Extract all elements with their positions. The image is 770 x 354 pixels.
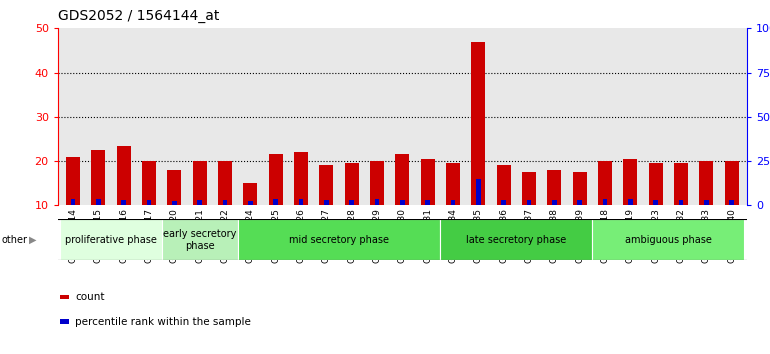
Text: percentile rank within the sample: percentile rank within the sample [75, 317, 251, 327]
Bar [60, 219, 162, 260]
Bar [450, 200, 455, 205]
Bar [573, 172, 587, 205]
Bar [729, 200, 734, 205]
Bar [471, 42, 485, 205]
Bar [374, 199, 380, 205]
Bar [172, 201, 177, 205]
Bar [60, 295, 69, 299]
Bar [704, 200, 709, 205]
Bar [121, 200, 126, 205]
Bar [648, 163, 663, 205]
Bar [370, 161, 384, 205]
Bar [60, 319, 69, 324]
Text: late secretory phase: late secretory phase [466, 235, 567, 245]
Bar [527, 200, 531, 205]
Bar [117, 145, 131, 205]
Bar [592, 219, 745, 260]
Bar [440, 219, 592, 260]
Text: mid secretory phase: mid secretory phase [289, 235, 389, 245]
Bar [269, 154, 283, 205]
Bar [420, 159, 434, 205]
Bar [223, 200, 227, 205]
Bar [248, 201, 253, 205]
Bar [653, 200, 658, 205]
Bar [522, 172, 536, 205]
Bar [400, 200, 405, 205]
Bar [238, 219, 440, 260]
Bar [547, 170, 561, 205]
Bar [674, 163, 688, 205]
Bar [294, 152, 308, 205]
Bar [273, 199, 278, 205]
Bar [66, 156, 80, 205]
Text: other: other [2, 235, 28, 245]
Bar [628, 199, 633, 205]
Bar [350, 200, 354, 205]
Bar [578, 200, 582, 205]
Bar [725, 161, 738, 205]
Bar [197, 200, 202, 205]
Bar [71, 199, 75, 205]
Text: ambiguous phase: ambiguous phase [625, 235, 711, 245]
Bar [299, 199, 303, 205]
Bar [598, 161, 612, 205]
Bar [192, 161, 206, 205]
Text: ▶: ▶ [29, 235, 37, 245]
Bar [324, 200, 329, 205]
Bar [92, 150, 105, 205]
Bar [95, 199, 101, 205]
Bar [162, 219, 238, 260]
Bar [699, 161, 713, 205]
Bar [146, 200, 152, 205]
Bar [243, 183, 257, 205]
Text: proliferative phase: proliferative phase [65, 235, 157, 245]
Bar [345, 163, 359, 205]
Bar [603, 199, 608, 205]
Bar [142, 161, 156, 205]
Bar [624, 159, 638, 205]
Bar [218, 161, 232, 205]
Bar [395, 154, 410, 205]
Bar [552, 200, 557, 205]
Bar [497, 166, 511, 205]
Bar [425, 200, 430, 205]
Bar [501, 200, 506, 205]
Text: early secretory
phase: early secretory phase [163, 229, 236, 251]
Bar [167, 170, 181, 205]
Text: GDS2052 / 1564144_at: GDS2052 / 1564144_at [58, 9, 219, 23]
Bar [678, 200, 684, 205]
Text: count: count [75, 292, 105, 302]
Bar [320, 166, 333, 205]
Bar [476, 179, 480, 205]
Bar [446, 163, 460, 205]
